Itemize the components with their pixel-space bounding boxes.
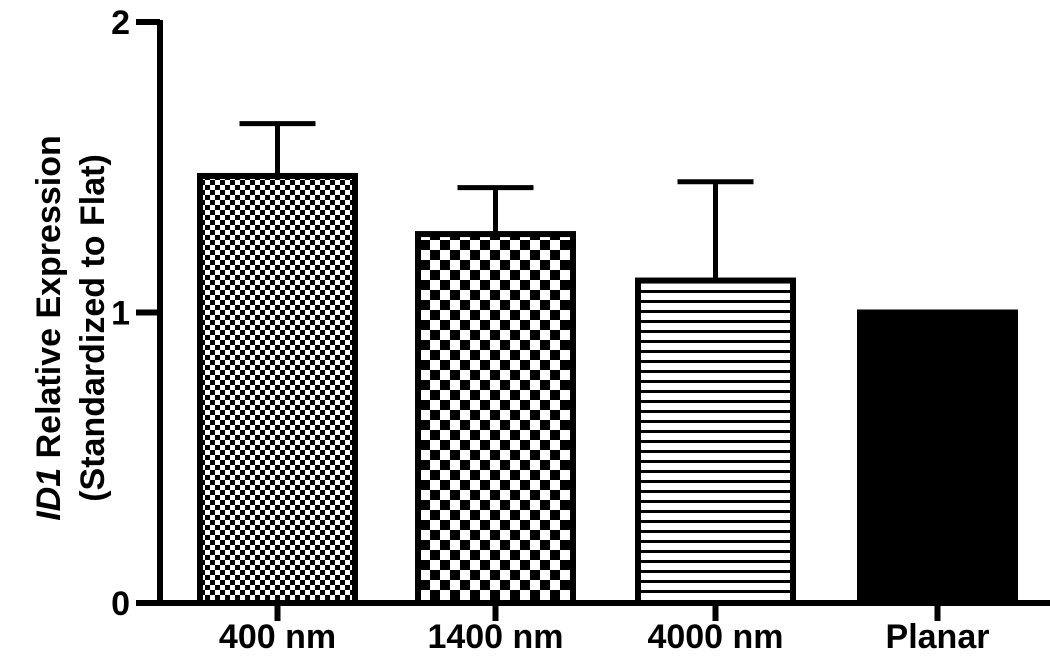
x-ticks: 400 nm 1400 nm 4000 nm Planar [219, 603, 990, 656]
y-axis-label-rest: Relative Expression [30, 135, 68, 468]
y-tick-label: 1 [111, 295, 130, 333]
error-bars [239, 121, 754, 281]
y-tick-label: 0 [111, 585, 130, 623]
bar-2 [415, 231, 576, 606]
y-ticks: 0 1 2 [111, 4, 160, 623]
x-tick-label-2: 1400 nm [427, 618, 563, 656]
bar-4 [857, 309, 1018, 606]
y-tick-label: 2 [111, 4, 130, 42]
x-tick-label-1: 400 nm [219, 618, 336, 656]
bar-3 [635, 277, 796, 606]
x-tick-label-3: 4000 nm [647, 618, 783, 656]
bars [197, 172, 1018, 606]
y-axis-label-line2: (Standardized to Flat) [74, 154, 112, 502]
y-axis-label-gene: ID1 [30, 468, 68, 521]
y-axis-label: ID1 Relative Expression (Standardized to… [30, 135, 112, 521]
y-axis-label-line1: ID1 Relative Expression [30, 135, 68, 521]
x-tick-label-4: Planar [886, 618, 990, 656]
bar-1 [197, 172, 358, 606]
